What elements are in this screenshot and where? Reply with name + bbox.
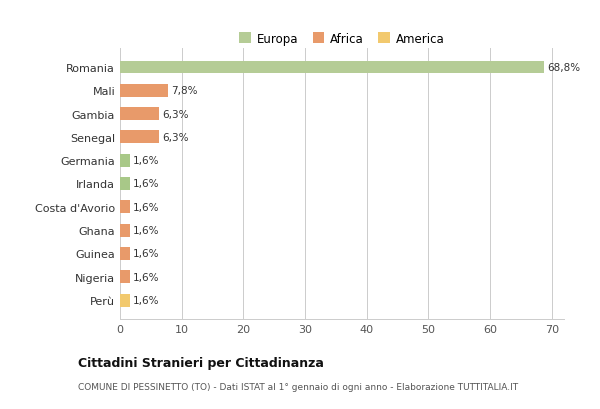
Text: 1,6%: 1,6%: [133, 295, 160, 306]
Text: 1,6%: 1,6%: [133, 272, 160, 282]
Text: 1,6%: 1,6%: [133, 202, 160, 212]
Text: 1,6%: 1,6%: [133, 226, 160, 236]
Text: 1,6%: 1,6%: [133, 179, 160, 189]
Text: 6,3%: 6,3%: [162, 109, 188, 119]
Bar: [120, 61, 544, 74]
Text: 7,8%: 7,8%: [171, 86, 197, 96]
Text: COMUNE DI PESSINETTO (TO) - Dati ISTAT al 1° gennaio di ogni anno - Elaborazione: COMUNE DI PESSINETTO (TO) - Dati ISTAT a…: [78, 382, 518, 391]
Legend: Europa, Africa, America: Europa, Africa, America: [235, 28, 449, 50]
Bar: [120, 108, 159, 121]
Bar: [120, 247, 130, 260]
Bar: [120, 131, 159, 144]
Bar: [120, 154, 130, 167]
Text: 1,6%: 1,6%: [133, 249, 160, 259]
Text: Cittadini Stranieri per Cittadinanza: Cittadini Stranieri per Cittadinanza: [78, 356, 324, 369]
Text: 6,3%: 6,3%: [162, 133, 188, 142]
Bar: [120, 85, 168, 97]
Bar: [120, 271, 130, 283]
Bar: [120, 224, 130, 237]
Bar: [120, 294, 130, 307]
Bar: [120, 178, 130, 191]
Text: 68,8%: 68,8%: [547, 63, 580, 73]
Text: 1,6%: 1,6%: [133, 156, 160, 166]
Bar: [120, 201, 130, 214]
